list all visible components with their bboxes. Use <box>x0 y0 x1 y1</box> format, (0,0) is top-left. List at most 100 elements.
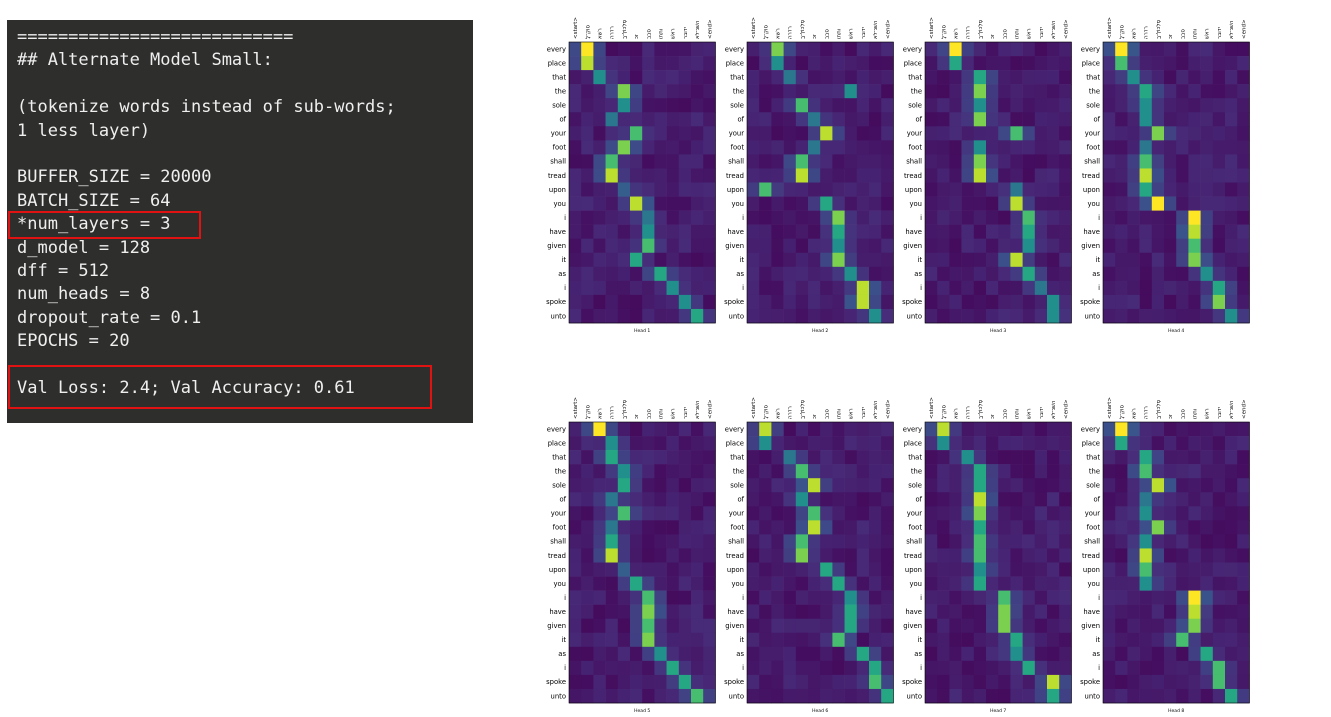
heatmap-cell <box>1151 154 1165 169</box>
heatmap-cell <box>973 168 987 183</box>
heatmap-cell <box>747 294 760 310</box>
heatmap-cell <box>703 520 716 535</box>
y-tick-label: tread <box>548 172 566 180</box>
heatmap-cell <box>832 660 845 676</box>
heatmap-cell <box>1047 98 1060 113</box>
heatmap-cell <box>1139 112 1153 127</box>
heatmap-cell <box>881 98 894 113</box>
heatmap-cell <box>986 154 999 169</box>
heatmap-cell <box>820 660 833 676</box>
heatmap-cell <box>678 112 692 127</box>
x-tick-label: ראשׁ <box>849 408 855 419</box>
heatmap-cell <box>869 224 882 239</box>
heatmap-cell <box>1047 506 1060 521</box>
y-tick-label: every <box>547 45 566 53</box>
heatmap-cell <box>605 534 619 549</box>
y-tick-label: of <box>1093 496 1100 504</box>
heatmap-cell <box>973 98 987 113</box>
heatmap-cell <box>1237 464 1250 479</box>
heatmap-cell <box>703 98 716 113</box>
heatmap-cell <box>593 506 606 521</box>
heatmap-cell <box>973 126 987 141</box>
heatmap-cell <box>808 126 821 141</box>
attention-heatmap-head-2: <start> סוּקְ־לָ רשׁא רדרה סְלִכוֹלְ־ךָ זכ סבב… <box>724 17 894 334</box>
heatmap-cell <box>1115 478 1128 493</box>
heatmap-cell <box>973 618 987 634</box>
heatmap-cell <box>961 266 975 282</box>
heatmap-cell <box>759 674 772 690</box>
heatmap-cell <box>617 84 631 99</box>
heatmap-cell <box>937 210 950 225</box>
heatmap-cell <box>808 464 821 479</box>
heatmap-cell <box>1139 42 1153 57</box>
y-tick-label: i <box>564 664 566 672</box>
heatmap-cell <box>1200 478 1214 493</box>
heatmap-cell <box>1176 280 1189 296</box>
heatmap-cell <box>973 182 987 197</box>
heatmap-cell <box>881 688 894 704</box>
heatmap-cell <box>949 436 962 451</box>
heatmap-cell <box>1127 70 1140 85</box>
heatmap-cell <box>703 126 716 141</box>
heatmap-cell <box>747 210 760 225</box>
y-tick-label: of <box>915 116 922 124</box>
heatmap-cell <box>808 492 821 507</box>
heatmap-cell <box>937 224 950 239</box>
heatmap-cell <box>1139 154 1153 169</box>
heatmap-cell <box>1176 140 1189 155</box>
heatmap-cell <box>771 604 784 619</box>
heatmap-cell <box>1127 548 1140 563</box>
heatmap-cell <box>747 182 760 197</box>
heatmap-cell <box>856 450 870 465</box>
heatmap-cell <box>949 140 962 155</box>
heatmap-cell <box>569 42 582 57</box>
heatmap-cell <box>747 562 760 577</box>
heatmap-cell <box>973 238 987 254</box>
heatmap-cell <box>1139 576 1153 591</box>
y-tick-label: sole <box>1086 102 1100 110</box>
x-tick-label: ראשׁ <box>1205 28 1211 39</box>
heatmap-cell <box>771 562 784 577</box>
x-tick-label: ותתו <box>1015 29 1021 39</box>
heatmap-cell <box>832 210 845 225</box>
heatmap-cell <box>654 562 667 577</box>
heatmap-cell <box>795 534 809 549</box>
heatmap-cell <box>1164 308 1177 324</box>
heatmap-cell <box>1127 154 1140 169</box>
heatmap-cell <box>593 70 606 85</box>
heatmap-cell <box>1010 308 1023 324</box>
heatmap-cell <box>949 450 962 465</box>
heatmap-cell <box>949 266 962 282</box>
heatmap-cell <box>783 210 797 225</box>
heatmap-cell <box>617 182 631 197</box>
heatmap-cell <box>1188 674 1201 690</box>
y-tick-label: foot <box>553 144 567 152</box>
heatmap-cell <box>795 492 809 507</box>
heatmap-cell <box>986 224 999 239</box>
heatmap-cell <box>844 238 858 254</box>
heatmap-cell <box>617 238 631 254</box>
heatmap-cell <box>1010 252 1023 268</box>
heatmap-cell <box>881 436 894 451</box>
y-tick-label: i <box>1098 284 1100 292</box>
heatmap-cell <box>998 562 1011 577</box>
heatmap-cell <box>1200 98 1214 113</box>
y-tick-label: it <box>917 256 922 264</box>
heatmap-cell <box>1047 674 1060 690</box>
heatmap-cell <box>937 646 950 662</box>
y-tick-label: spoke <box>902 678 922 686</box>
heatmap-cell <box>973 196 987 211</box>
heatmap-cell <box>1010 98 1023 113</box>
heatmap-cell <box>1151 492 1165 507</box>
heatmap-cell <box>998 646 1011 662</box>
heatmap-cell <box>844 280 858 296</box>
heatmap-cell <box>961 168 975 183</box>
heatmap-cell <box>961 632 975 648</box>
heatmap-cell <box>569 280 582 296</box>
heatmap-cell <box>605 280 619 296</box>
heatmap-cell <box>856 506 870 521</box>
heatmap-cell <box>1034 534 1048 549</box>
heatmap-cell <box>1151 478 1165 493</box>
heatmap-cell <box>832 280 845 296</box>
heatmap-cell <box>795 688 809 704</box>
